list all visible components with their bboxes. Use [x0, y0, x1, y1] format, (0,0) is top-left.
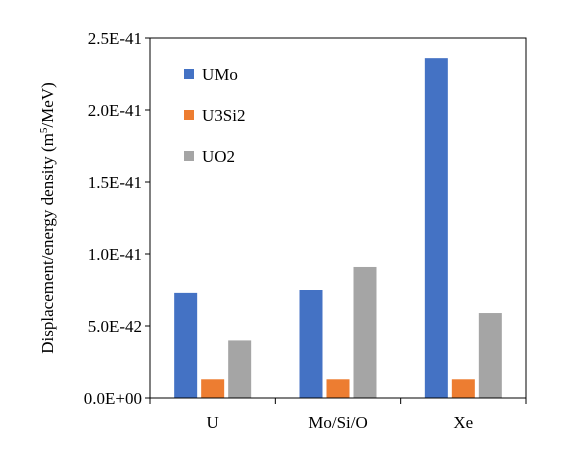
- legend-swatch-umo: [184, 69, 194, 79]
- y-tick-label: 2.5E-41: [88, 29, 142, 48]
- y-tick-label: 0.0E+00: [84, 389, 142, 408]
- bar-umo-u: [174, 293, 197, 398]
- y-axis-title-end: /MeV): [38, 82, 57, 127]
- y-tick-label: 5.0E-42: [88, 317, 142, 336]
- x-tick-label: Mo/Si/O: [308, 413, 368, 432]
- bar-uo2-xe: [479, 313, 502, 398]
- y-tick-label: 1.5E-41: [88, 173, 142, 192]
- y-axis-title-main: Displacement/energy density (m: [38, 133, 57, 354]
- bar-umo-xe: [425, 58, 448, 398]
- x-tick-label: U: [207, 413, 219, 432]
- bar-umo-mo-si-o: [300, 290, 323, 398]
- plot-area-border: [150, 38, 526, 398]
- bar-u3si2-xe: [452, 379, 475, 398]
- y-tick-label: 2.0E-41: [88, 101, 142, 120]
- y-axis-title: Displacement/energy density (m5/MeV): [38, 82, 57, 353]
- bar-uo2-u: [228, 340, 251, 398]
- bar-u3si2-u: [201, 379, 224, 398]
- legend-label-umo: UMo: [202, 65, 238, 84]
- bar-uo2-mo-si-o: [354, 267, 377, 398]
- x-tick-label: Xe: [453, 413, 473, 432]
- y-tick-label: 1.0E-41: [88, 245, 142, 264]
- legend-label-uo2: UO2: [202, 147, 235, 166]
- legend-swatch-uo2: [184, 151, 194, 161]
- legend-label-u3si2: U3Si2: [202, 106, 245, 125]
- legend: UMo U3Si2 UO2: [184, 65, 245, 166]
- bar-u3si2-mo-si-o: [327, 379, 350, 398]
- legend-swatch-u3si2: [184, 110, 194, 120]
